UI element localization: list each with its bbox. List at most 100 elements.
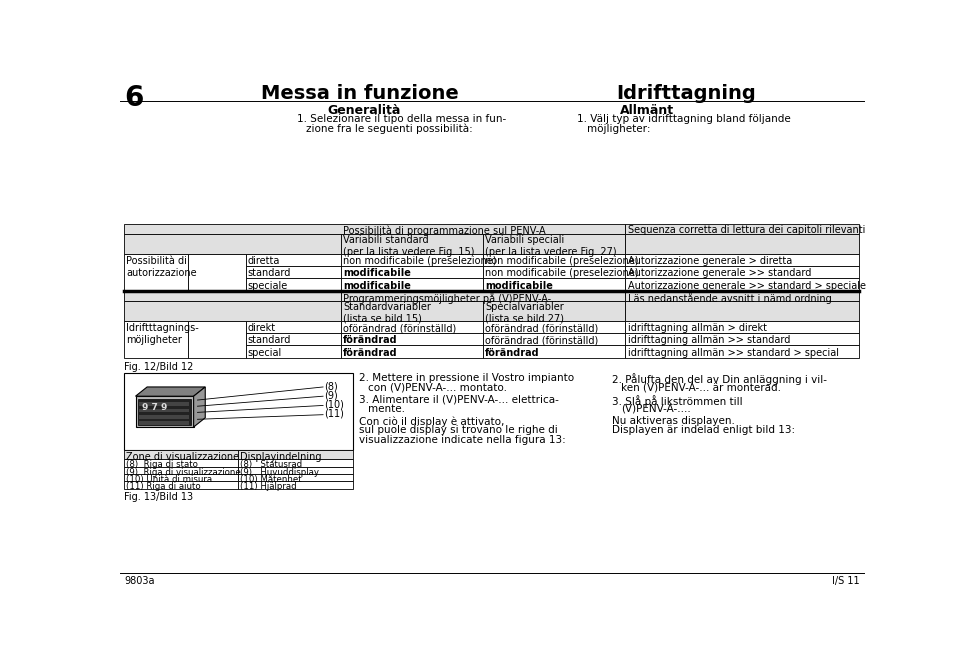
Text: idrifttagning allmän >> standard: idrifttagning allmän >> standard bbox=[629, 336, 791, 345]
Text: Con ciò il display è attivato,: Con ciò il display è attivato, bbox=[359, 417, 504, 427]
Bar bbox=[625, 278, 858, 291]
Bar bbox=[341, 320, 483, 333]
Text: 6: 6 bbox=[125, 84, 144, 113]
Bar bbox=[188, 254, 246, 291]
Bar bbox=[124, 450, 238, 459]
Text: 1. Välj typ av idrifttagning bland följande: 1. Välj typ av idrifttagning bland följa… bbox=[577, 114, 791, 124]
Text: (8)  Riga di stato: (8) Riga di stato bbox=[126, 461, 198, 470]
Text: idrifttagning allmän >> standard > special: idrifttagning allmän >> standard > speci… bbox=[629, 347, 839, 358]
Bar bbox=[483, 254, 625, 266]
Text: Displayen är indelad enligt bild 13:: Displayen är indelad enligt bild 13: bbox=[612, 426, 795, 436]
Bar bbox=[139, 415, 189, 418]
Text: (9)   Huvuddisplay: (9) Huvuddisplay bbox=[240, 468, 319, 477]
Text: 9 7 9: 9 7 9 bbox=[142, 403, 168, 412]
Text: Fig. 12/Bild 12: Fig. 12/Bild 12 bbox=[124, 361, 193, 372]
Polygon shape bbox=[194, 387, 205, 427]
Bar bbox=[341, 345, 483, 358]
Bar bbox=[246, 320, 341, 333]
Text: förändrad: förändrad bbox=[344, 347, 397, 358]
Text: Allmänt: Allmänt bbox=[620, 103, 674, 116]
Text: Autorizzazione generale >> standard: Autorizzazione generale >> standard bbox=[629, 268, 812, 278]
Bar bbox=[238, 459, 352, 467]
Bar bbox=[238, 474, 352, 481]
Bar bbox=[246, 278, 341, 291]
Bar bbox=[139, 402, 189, 406]
Text: Idriftttagnings-
möjligheter: Idriftttagnings- möjligheter bbox=[126, 323, 199, 345]
Text: mente.: mente. bbox=[368, 404, 405, 414]
Text: con (V)PENV-A-... montato.: con (V)PENV-A-... montato. bbox=[368, 382, 507, 392]
Text: 3. Slå på likströmmen till: 3. Slå på likströmmen till bbox=[612, 395, 743, 407]
Text: (11) Riga di aiuto: (11) Riga di aiuto bbox=[126, 482, 201, 492]
Bar bbox=[124, 373, 352, 450]
Text: non modificabile (preselezione): non modificabile (preselezione) bbox=[485, 268, 638, 278]
Text: Zone di visualizzazione: Zone di visualizzazione bbox=[126, 451, 239, 462]
Text: oförändrad (förinställd): oförändrad (förinställd) bbox=[344, 323, 456, 333]
Bar bbox=[341, 291, 625, 301]
Text: Standardvariabler
(lista se bild 15): Standardvariabler (lista se bild 15) bbox=[344, 302, 431, 324]
Text: I/S 11: I/S 11 bbox=[831, 576, 859, 586]
Text: Variabili speciali
(per la lista vedere Fig. 27): Variabili speciali (per la lista vedere … bbox=[485, 236, 616, 257]
Text: Autorizzazione generale > diretta: Autorizzazione generale > diretta bbox=[629, 256, 793, 266]
Text: 2. Mettere in pressione il Vostro impianto: 2. Mettere in pressione il Vostro impian… bbox=[359, 373, 574, 383]
Text: 1. Selezionare il tipo della messa in fun-: 1. Selezionare il tipo della messa in fu… bbox=[297, 114, 506, 124]
Text: visualizzazione indicate nella figura 13:: visualizzazione indicate nella figura 13… bbox=[359, 435, 565, 445]
Bar bbox=[341, 266, 483, 278]
Text: standard: standard bbox=[248, 336, 291, 345]
Text: (11): (11) bbox=[324, 409, 345, 419]
Text: 9803a: 9803a bbox=[125, 576, 156, 586]
Bar bbox=[625, 333, 858, 345]
Bar bbox=[625, 266, 858, 278]
Bar bbox=[483, 278, 625, 291]
Text: Sequenza corretta di lettura dei capitoli rilevanti: Sequenza corretta di lettura dei capitol… bbox=[628, 225, 865, 236]
Bar bbox=[124, 301, 341, 320]
Text: Generalità: Generalità bbox=[327, 103, 401, 116]
Bar bbox=[238, 450, 352, 459]
Bar bbox=[139, 409, 189, 413]
Text: förändrad: förändrad bbox=[485, 347, 540, 358]
Text: modificabile: modificabile bbox=[344, 268, 411, 278]
Bar bbox=[625, 301, 858, 320]
Bar bbox=[483, 266, 625, 278]
Text: (9)  Riga di visualizzazione: (9) Riga di visualizzazione bbox=[126, 468, 241, 477]
Text: 2. Pålufta den del av Din anläggning i vil-: 2. Pålufta den del av Din anläggning i v… bbox=[612, 373, 828, 385]
Text: Messa in funzione: Messa in funzione bbox=[261, 84, 459, 103]
Bar bbox=[124, 459, 238, 467]
Text: zione fra le seguenti possibilità:: zione fra le seguenti possibilità: bbox=[306, 124, 472, 134]
Text: Autorizzazione generale >> standard > speciale: Autorizzazione generale >> standard > sp… bbox=[629, 281, 867, 291]
Bar bbox=[483, 301, 625, 320]
Text: ken (V)PENV-A-... är monterad.: ken (V)PENV-A-... är monterad. bbox=[621, 382, 781, 392]
Text: non modificabile (preselezione): non modificabile (preselezione) bbox=[485, 256, 638, 266]
Bar bbox=[238, 481, 352, 489]
Bar bbox=[124, 234, 341, 254]
Text: förändrad: förändrad bbox=[344, 336, 397, 345]
Text: standard: standard bbox=[248, 268, 291, 278]
Polygon shape bbox=[135, 396, 194, 427]
Text: (8)   Statusrad: (8) Statusrad bbox=[240, 461, 302, 470]
Text: speciale: speciale bbox=[248, 281, 288, 291]
Bar bbox=[625, 234, 858, 254]
Text: (9): (9) bbox=[324, 390, 338, 401]
Text: (10): (10) bbox=[324, 399, 345, 410]
Bar bbox=[483, 345, 625, 358]
Text: diretta: diretta bbox=[248, 256, 280, 266]
Bar bbox=[238, 467, 352, 474]
Bar bbox=[139, 421, 189, 424]
Bar bbox=[124, 320, 188, 358]
Text: modificabile: modificabile bbox=[485, 281, 553, 291]
Text: Possibilità di
autorizzazione: Possibilità di autorizzazione bbox=[126, 256, 197, 278]
Text: Displayindelning: Displayindelning bbox=[240, 451, 322, 462]
Text: (V)PENV-A-....: (V)PENV-A-.... bbox=[621, 404, 691, 414]
Bar bbox=[246, 345, 341, 358]
Bar bbox=[625, 320, 858, 333]
Text: (8): (8) bbox=[324, 381, 338, 392]
Text: Variabili standard
(per la lista vedere Fig. 15): Variabili standard (per la lista vedere … bbox=[344, 236, 474, 257]
Bar bbox=[625, 254, 858, 266]
Bar bbox=[341, 254, 483, 266]
Text: idrifttagning allmän > direkt: idrifttagning allmän > direkt bbox=[629, 323, 767, 333]
Bar bbox=[188, 320, 246, 358]
Bar bbox=[483, 333, 625, 345]
Bar bbox=[124, 224, 625, 234]
Bar bbox=[341, 234, 483, 254]
Bar bbox=[124, 291, 341, 301]
Text: 3. Alimentare il (V)PENV-A-... elettrica-: 3. Alimentare il (V)PENV-A-... elettrica… bbox=[359, 395, 559, 405]
